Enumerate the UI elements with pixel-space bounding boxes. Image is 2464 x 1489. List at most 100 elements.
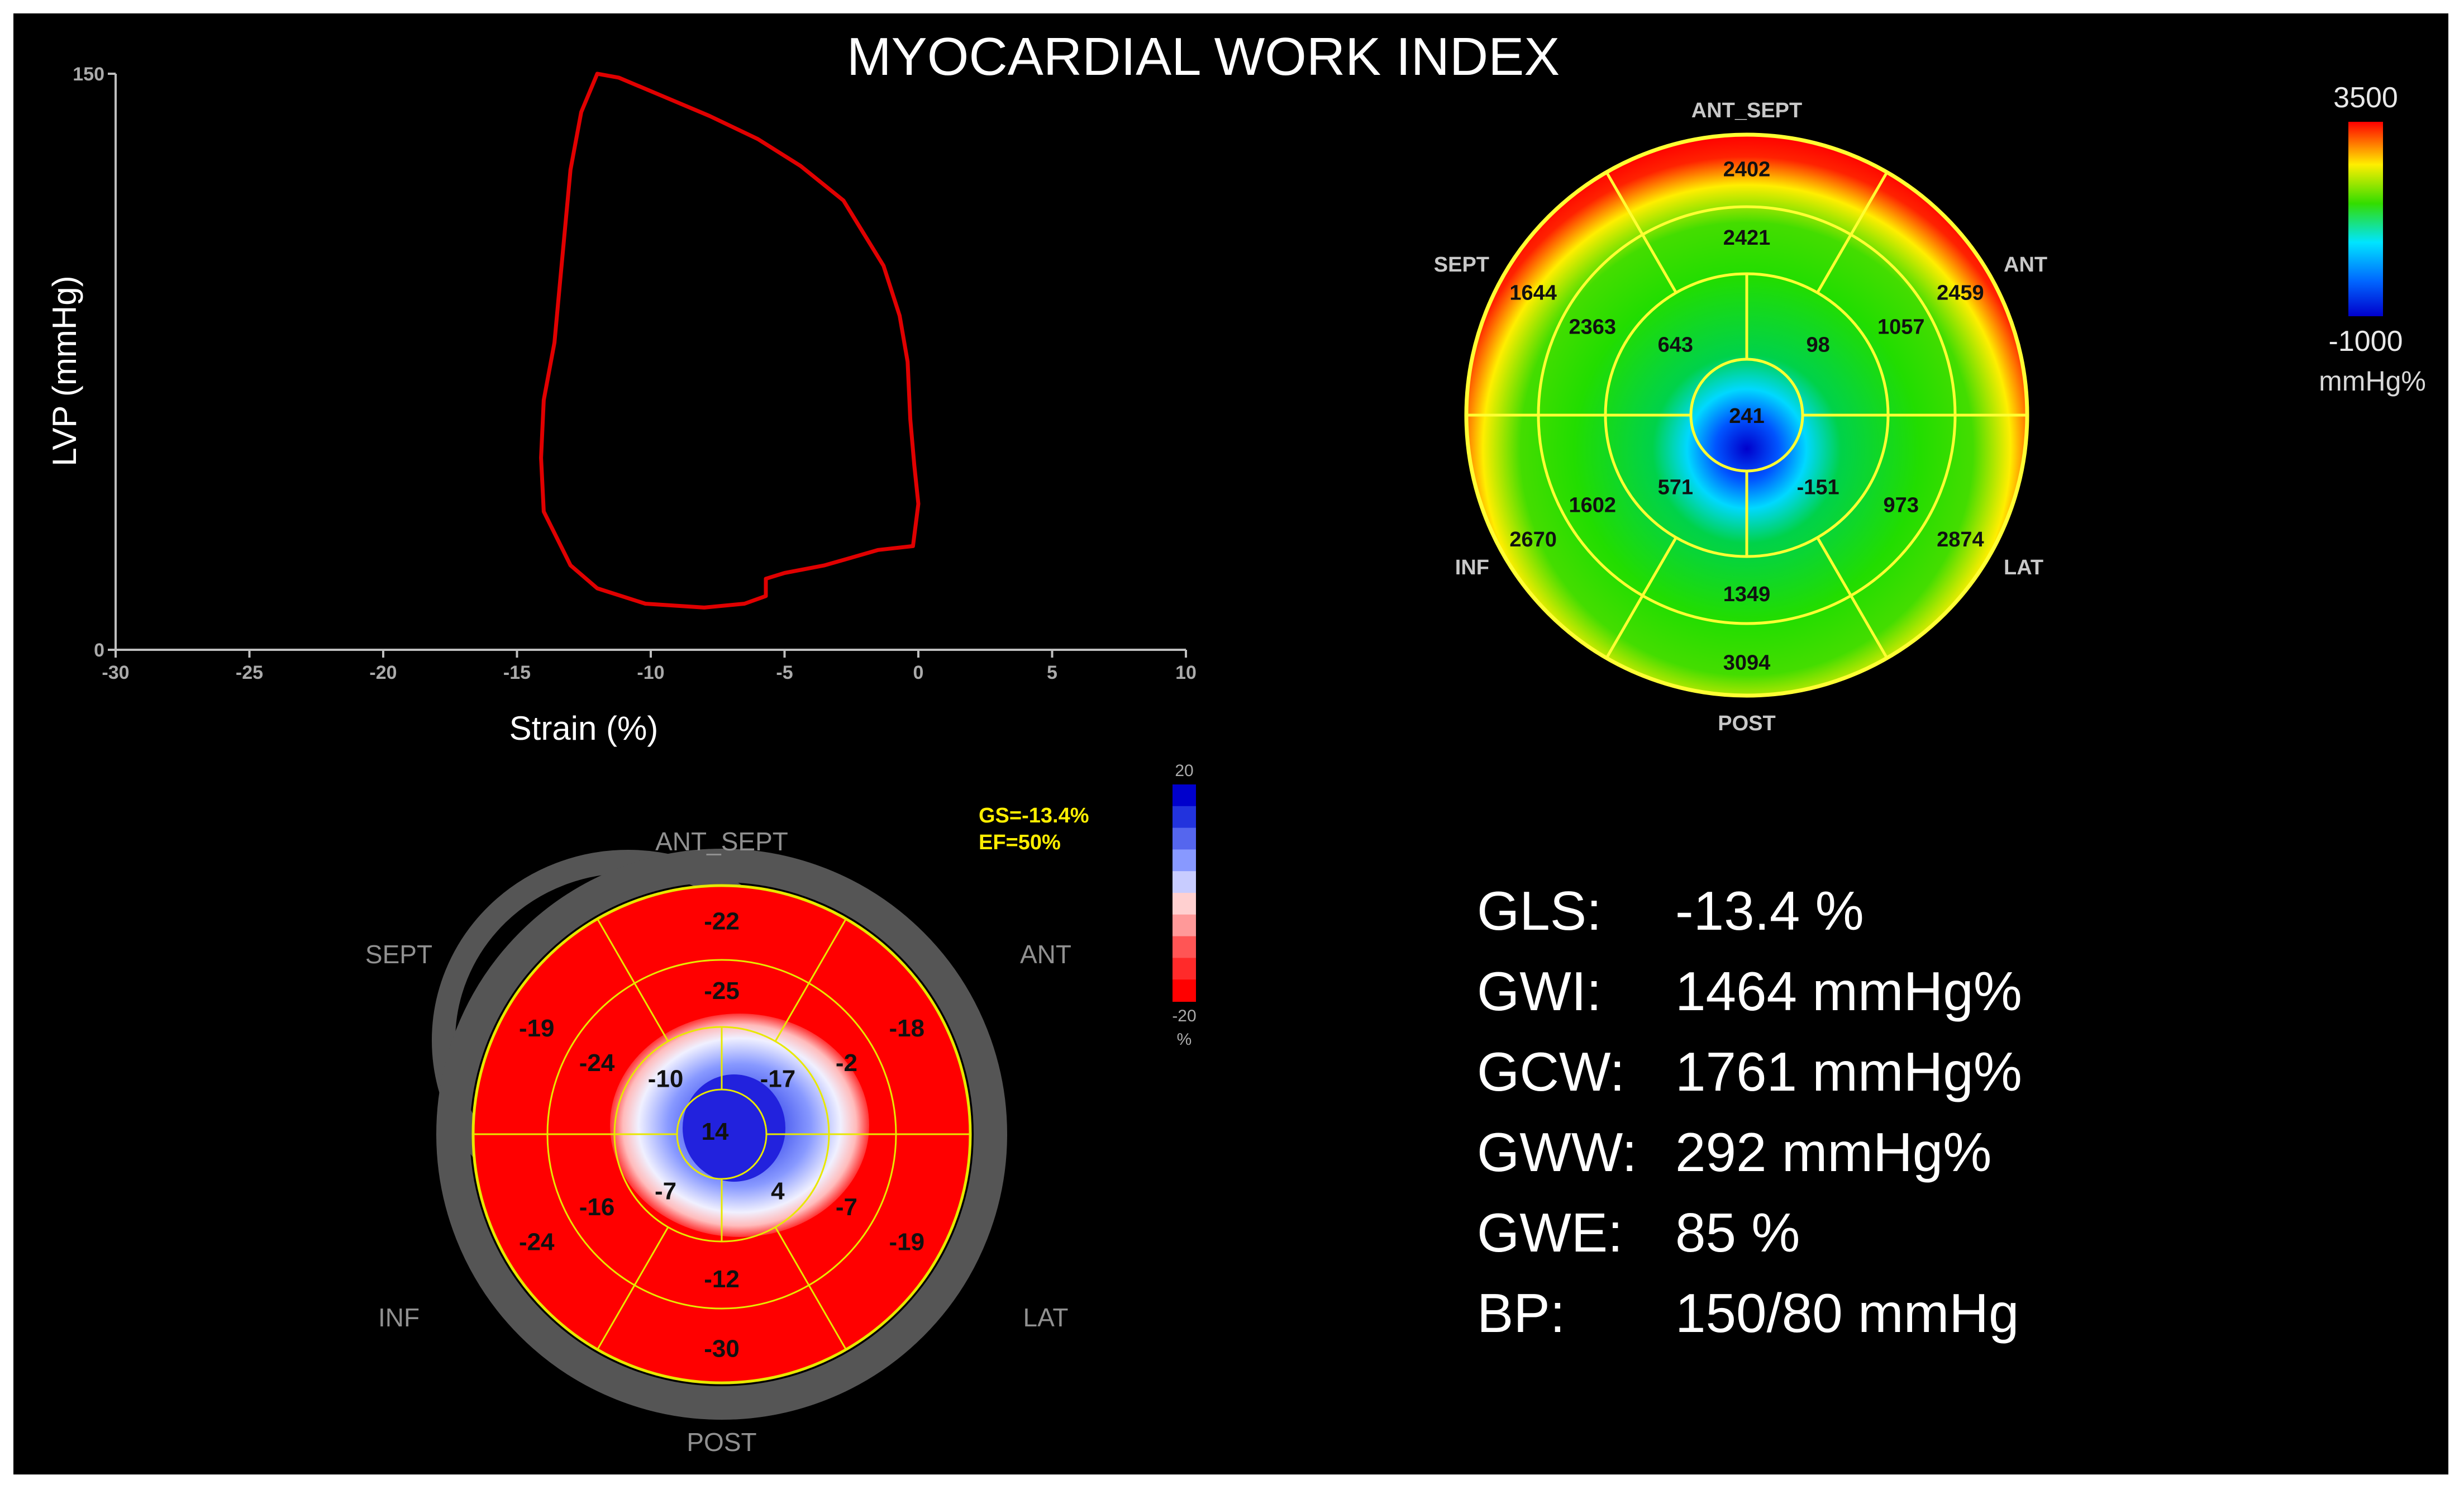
strain-region-label-post: POST bbox=[687, 1428, 756, 1457]
work-basal-value: 2874 bbox=[1937, 528, 1984, 551]
bullseye-spoke bbox=[597, 918, 669, 1042]
strain-bullseye: -22 -18 -19 -30 -24 -19 -25 -2 -7 -12 -16 -24 -10 -17… bbox=[365, 762, 1197, 1457]
strain-region-label-ant_sept: ANT_SEPT bbox=[655, 827, 788, 856]
stat-value: 85 % bbox=[1675, 1202, 1800, 1263]
strain-scale-band bbox=[1173, 849, 1196, 872]
work-apical-value: 643 bbox=[1658, 333, 1693, 356]
x-tick-label: -25 bbox=[236, 662, 263, 683]
y-tick-label: 0 bbox=[94, 640, 104, 661]
bullseye-spoke bbox=[1605, 536, 1677, 659]
strain-basal-value: -19 bbox=[889, 1228, 924, 1255]
strain-mid-value: -16 bbox=[579, 1193, 615, 1221]
x-tick-label: 0 bbox=[913, 662, 924, 683]
strain-basal-value: -30 bbox=[704, 1335, 740, 1363]
x-tick-label: -30 bbox=[102, 662, 129, 683]
work-color-scale-bar bbox=[2348, 122, 2383, 316]
global-strain-readout: GS=-13.4% bbox=[979, 804, 1089, 827]
strain-scale-band bbox=[1173, 806, 1196, 829]
work-mid-value: 2363 bbox=[1569, 316, 1616, 339]
strain-basal-value: -22 bbox=[704, 908, 740, 935]
strain-region-label-ant: ANT bbox=[1020, 940, 1071, 969]
work-basal-value: 1644 bbox=[1509, 281, 1557, 305]
work-scale-unit-label: mmHg% bbox=[2319, 365, 2426, 397]
work-region-label-sept: SEPT bbox=[1434, 253, 1489, 277]
strain-mid-value: -2 bbox=[836, 1049, 857, 1077]
strain-scale-band bbox=[1173, 871, 1196, 893]
work-apical-value: 571 bbox=[1658, 476, 1693, 499]
strain-apex-value: 14 bbox=[702, 1118, 729, 1145]
strain-mid-value: -25 bbox=[704, 977, 740, 1005]
strain-apex-heat bbox=[683, 1074, 785, 1182]
strain-basal-value: -24 bbox=[519, 1228, 555, 1255]
figure-panel: MYOCARDIAL WORK INDEX -30 -25 -20 -15 -10 -5 0… bbox=[13, 13, 2448, 1474]
strain-apical-value: -17 bbox=[760, 1065, 796, 1093]
strain-mid-value: -24 bbox=[579, 1049, 615, 1077]
strain-basal-value: -18 bbox=[889, 1015, 924, 1042]
strain-apical-value: 4 bbox=[771, 1177, 785, 1205]
work-mid-value: 1602 bbox=[1569, 494, 1616, 517]
x-tick-label: -15 bbox=[503, 662, 531, 683]
global-stats-panel: GLS: -13.4 % GWI: 1464 mmHg% GCW: 1761 mmHg% G… bbox=[1477, 880, 2022, 1344]
work-mid-value: 2421 bbox=[1723, 226, 1771, 250]
work-region-label-ant_sept: ANT_SEPT bbox=[1691, 99, 1802, 122]
myocardial-work-bullseye: 2402 2459 2874 3094 2670 1644 2421 1057 973 1349 1… bbox=[1434, 82, 2426, 735]
strain-region-label-lat: LAT bbox=[1023, 1303, 1069, 1332]
bullseye-spoke bbox=[1605, 172, 1677, 294]
y-tick-label: 150 bbox=[73, 64, 104, 85]
work-basal-value: 2670 bbox=[1509, 528, 1557, 551]
work-mid-value: 973 bbox=[1884, 494, 1919, 517]
work-basal-value: 2459 bbox=[1937, 281, 1984, 305]
stat-label: GCW: bbox=[1477, 1041, 1625, 1102]
work-basal-value: 3094 bbox=[1723, 651, 1771, 675]
strain-basal-value: -19 bbox=[519, 1015, 555, 1042]
strain-apical-value: -7 bbox=[655, 1177, 676, 1205]
bullseye-spoke bbox=[774, 1226, 847, 1350]
bullseye-spoke bbox=[774, 918, 847, 1042]
strain-scale-band bbox=[1173, 914, 1196, 937]
figure-title: MYOCARDIAL WORK INDEX bbox=[847, 27, 1560, 87]
work-region-label-inf: INF bbox=[1455, 556, 1489, 579]
work-region-label-ant: ANT bbox=[2004, 253, 2047, 277]
work-heatmap-fill bbox=[1466, 135, 2027, 696]
ejection-fraction-readout: EF=50% bbox=[979, 831, 1061, 854]
strain-apical-value: -10 bbox=[648, 1065, 684, 1093]
pressure-strain-loop-line bbox=[539, 72, 921, 610]
work-mid-value: 1057 bbox=[1877, 316, 1925, 339]
stat-value: 1761 mmHg% bbox=[1675, 1041, 2022, 1102]
strain-scale-band bbox=[1173, 958, 1196, 981]
work-region-label-lat: LAT bbox=[2004, 556, 2043, 579]
x-tick-label: 10 bbox=[1175, 662, 1197, 683]
stat-label: GWW: bbox=[1477, 1121, 1637, 1183]
bullseye-spoke bbox=[597, 1226, 669, 1350]
strain-scale-min-label: -20 bbox=[1172, 1007, 1196, 1025]
echo-rim-front bbox=[436, 849, 1007, 1420]
strain-mid-value: -12 bbox=[704, 1266, 740, 1293]
work-apical-value: -151 bbox=[1797, 476, 1839, 499]
strain-region-label-inf: INF bbox=[378, 1303, 420, 1332]
stat-value: 1464 mmHg% bbox=[1675, 960, 2022, 1022]
stat-value: -13.4 % bbox=[1675, 880, 1864, 941]
stat-label: BP: bbox=[1477, 1282, 1565, 1344]
x-tick-label: 5 bbox=[1047, 662, 1057, 683]
strain-scale-band bbox=[1173, 784, 1196, 807]
strain-scale-band bbox=[1173, 979, 1196, 1002]
work-scale-min-label: -1000 bbox=[2329, 325, 2403, 358]
stat-label: GWI: bbox=[1477, 960, 1602, 1022]
y-axis-label: LVP (mmHg) bbox=[46, 275, 83, 466]
work-basal-value: 2402 bbox=[1723, 158, 1771, 182]
figure-canvas: MYOCARDIAL WORK INDEX -30 -25 -20 -15 -10 -5 0… bbox=[46, 27, 2426, 1457]
strain-region-label-sept: SEPT bbox=[365, 940, 432, 969]
work-scale-max-label: 3500 bbox=[2333, 82, 2398, 114]
stat-value: 150/80 mmHg bbox=[1675, 1282, 2019, 1344]
bullseye-spoke bbox=[1816, 536, 1889, 659]
bullseye-spoke bbox=[1816, 172, 1889, 294]
stat-value: 292 mmHg% bbox=[1675, 1121, 1991, 1183]
x-tick-label: -20 bbox=[369, 662, 397, 683]
stat-label: GWE: bbox=[1477, 1202, 1623, 1263]
strain-scale-max-label: 20 bbox=[1175, 762, 1193, 780]
work-apex-value: 241 bbox=[1729, 405, 1764, 428]
pressure-strain-loop-chart: -30 -25 -20 -15 -10 -5 0 5 10 0 150 Strain (%) LVP (… bbox=[46, 64, 1197, 747]
work-mid-value: 1349 bbox=[1723, 583, 1771, 606]
strain-mid-value: -7 bbox=[836, 1193, 857, 1221]
x-axis-label: Strain (%) bbox=[509, 710, 659, 747]
